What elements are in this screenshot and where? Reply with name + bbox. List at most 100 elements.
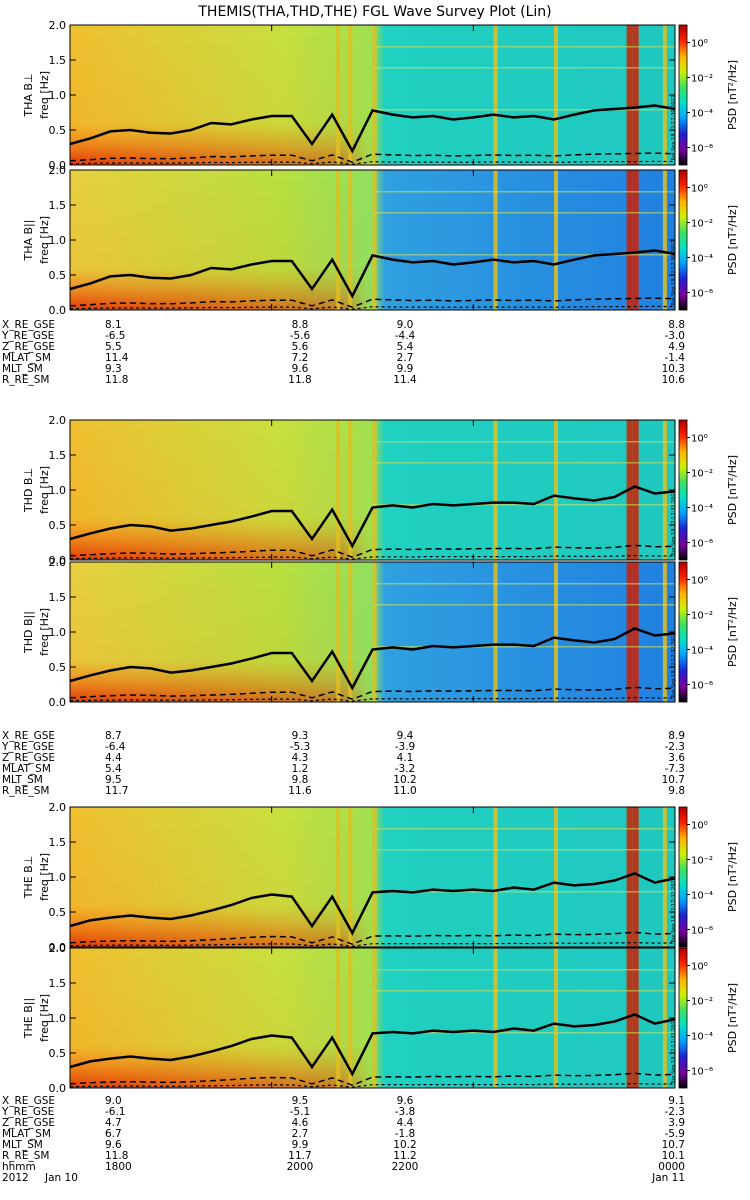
colorbar-tick-label: 10⁻⁶ — [691, 926, 713, 937]
colorbar-tick-label: 10⁰ — [691, 39, 708, 50]
colorbar-label: PSD [nT²/Hz] — [726, 983, 739, 1053]
panel-probe-label: THD B⊥ — [22, 468, 35, 513]
ephemeris-row-label: MLT_SM — [2, 363, 43, 375]
ephemeris-value: 9.4 — [397, 730, 414, 742]
colorbar-tick-label: 10⁻⁶ — [691, 539, 713, 550]
dotted-harmonic-curve — [69, 554, 676, 560]
spectrogram-streak — [336, 170, 341, 310]
generation-stamp: Tue Sep 18 22:17:30 2012 — [671, 240, 677, 307]
ephemeris-value: 11.6 — [288, 785, 312, 797]
colorbar — [678, 24, 688, 166]
ephemeris-value: 10.1 — [662, 1150, 685, 1162]
spectrogram-band — [372, 504, 675, 506]
colorbar-tick-label: 10⁻² — [691, 997, 713, 1008]
dashed-harmonic-curve — [69, 931, 676, 946]
spectrogram-streak — [626, 25, 633, 165]
ephemeris-value: -1.8 — [395, 1128, 416, 1140]
spectrogram-streak — [372, 420, 377, 560]
spectrogram-streak — [493, 948, 498, 1088]
spectrogram-streak — [348, 25, 353, 165]
spectrogram-band — [372, 969, 675, 971]
ephemeris-value: 7.2 — [292, 352, 309, 364]
y-tick-label: 2.0 — [49, 414, 67, 427]
ephemeris-value: 9.9 — [397, 363, 414, 375]
colorbar — [678, 169, 688, 311]
spectrogram-panel: 0.0 0.5 1.0 1.5 2.0 THE B|| freq [Hz] 10⁰ 10⁻² 10… — [22, 942, 739, 1095]
y-tick-label: 0.0 — [49, 304, 67, 317]
ephemeris-value: -3.9 — [395, 741, 416, 753]
spectrogram-streak — [626, 948, 633, 1088]
spectrogram-streak — [336, 420, 341, 560]
spectrogram-streak — [336, 25, 341, 165]
spectrogram-streak — [348, 420, 353, 560]
colorbar-tick-label: 10⁻⁴ — [691, 254, 713, 265]
ephemeris-block: X_RE_GSE 8.1 8.8 9.0 8.8 Y_RE_GSE -6.5 -5.6 -4.4… — [1, 319, 685, 386]
spectrogram-band — [372, 441, 675, 443]
ephemeris-value: 5.4 — [105, 763, 122, 775]
y-tick-label: 2.0 — [49, 942, 67, 955]
spectrogram-band — [372, 254, 675, 256]
ephemeris-row-label: Z_RE_GSE — [2, 341, 55, 353]
ephemeris-value: 10.2 — [393, 1139, 416, 1151]
ephemeris-value: -4.4 — [395, 330, 416, 342]
y-tick-label: 0.5 — [49, 269, 67, 282]
ephemeris-value: 9.6 — [105, 1139, 122, 1151]
colorbar — [678, 806, 688, 948]
spectrogram-streak — [662, 562, 667, 702]
spectrogram-streak — [632, 562, 639, 702]
y-tick-label: 1.5 — [49, 54, 67, 67]
y-axis-label: freq [Hz] — [38, 216, 51, 264]
ephemeris-value: -3.0 — [665, 330, 686, 342]
colorbar-tick-label: 10⁰ — [691, 184, 708, 195]
panel-probe-label: THA B⊥ — [22, 73, 35, 117]
y-tick-label: 0.0 — [49, 941, 67, 954]
dashed-harmonic-curve — [69, 1072, 676, 1087]
y-tick-label: 1.5 — [49, 977, 67, 990]
spectrogram-band — [372, 828, 675, 830]
time-tick-label: 2200 — [392, 1161, 419, 1173]
spectrogram-streak — [632, 420, 639, 560]
spectrogram-band — [372, 462, 675, 464]
ephemeris-value: 5.5 — [105, 341, 122, 353]
spectrogram-streak — [626, 170, 633, 310]
colorbar-tick-label: 10⁰ — [691, 434, 708, 445]
spectrogram-band — [372, 990, 675, 992]
ephemeris-row-label: Z_RE_GSE — [2, 752, 55, 764]
spectrogram-streak — [554, 170, 558, 310]
ephemeris-row-label: X_RE_GSE — [2, 319, 55, 331]
ephemeris-value: 3.6 — [668, 752, 685, 764]
ephemeris-value: 10.6 — [662, 374, 686, 386]
panel-probe-label: THE B⊥ — [22, 856, 35, 900]
ephemeris-value: 11.4 — [105, 352, 129, 364]
generation-stamp: Tue Sep 18 22:17:32 2012 — [671, 632, 677, 699]
ephemeris-value: -2.3 — [665, 1106, 686, 1118]
ephemeris-value: 11.4 — [393, 374, 417, 386]
spectrogram-band — [372, 191, 675, 193]
dashed-harmonic-curve — [69, 686, 676, 701]
spectrogram-streak — [336, 807, 341, 947]
ephemeris-value: 3.9 — [668, 1117, 685, 1129]
spectrogram-streak — [372, 807, 377, 947]
ephemeris-value: 10.3 — [662, 363, 685, 375]
ephemeris-value: 9.6 — [292, 363, 309, 375]
spectrogram-streak — [554, 807, 558, 947]
ephemeris-value: -6.1 — [105, 1106, 126, 1118]
ephemeris-value: 9.3 — [292, 730, 309, 742]
spectrogram-streak — [493, 25, 498, 165]
y-tick-label: 1.0 — [49, 1012, 67, 1025]
gyrofrequency-curve — [69, 627, 676, 691]
y-axis-label: freq [Hz] — [38, 71, 51, 119]
ephemeris-value: 4.4 — [397, 1117, 414, 1129]
colorbar-tick-label: 10⁻⁴ — [691, 109, 713, 120]
ephemeris-value: 11.7 — [105, 785, 128, 797]
spectrogram-streak — [348, 562, 353, 702]
y-tick-label: 0.0 — [49, 1082, 67, 1095]
ephemeris-value: 9.0 — [105, 1095, 122, 1107]
ephemeris-row-label: R_RE_SM — [2, 785, 49, 797]
y-tick-label: 2.0 — [49, 164, 67, 177]
y-tick-label: 2.0 — [49, 556, 67, 569]
ephemeris-row-label: MLAT_SM — [2, 352, 51, 364]
ephemeris-block: X_RE_GSE 9.0 9.5 9.6 9.1 Y_RE_GSE -6.1 -5.1 -3.8… — [1, 1095, 685, 1162]
spectrogram-streak — [632, 170, 639, 310]
spectrogram-streak — [372, 25, 377, 165]
